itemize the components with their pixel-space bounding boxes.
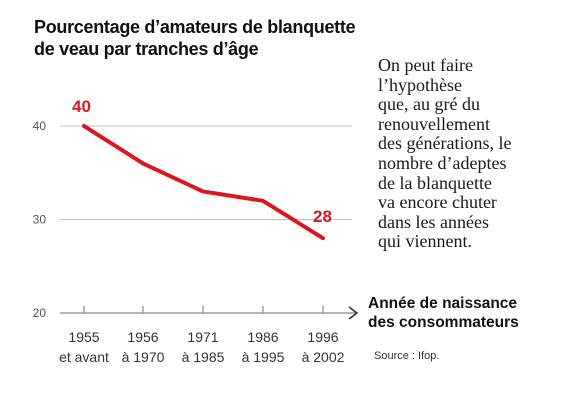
side-note-line: que, au gré du — [378, 94, 480, 115]
data-labels: 40 28 — [72, 97, 332, 226]
side-note-line: On peut faire — [378, 55, 473, 75]
series — [82, 124, 325, 241]
x-tick-label: à 1995 — [242, 349, 285, 365]
y-tick-labels: 20 30 40 — [33, 119, 47, 320]
series-line — [82, 124, 325, 241]
side-note-line: qui viennent. — [378, 231, 472, 252]
x-tick-label: 1955 — [68, 329, 99, 345]
side-note-line: des générations, le — [378, 133, 512, 154]
y-tick-label: 30 — [33, 213, 47, 227]
x-tick-label: à 1970 — [122, 349, 165, 365]
x-tick-label: 1971 — [187, 329, 218, 345]
y-tick-label: 20 — [33, 306, 47, 320]
x-axis-title: Année de naissance des consommateurs — [368, 295, 519, 331]
side-note-line: dans les années — [378, 211, 489, 232]
chart-title: Pourcentage d’amateurs de blanquette de … — [34, 16, 374, 60]
data-label-last: 28 — [313, 207, 332, 226]
x-axis — [60, 306, 359, 320]
x-tick-label: à 1985 — [182, 349, 225, 365]
side-note-line: l’hypothèse — [378, 74, 462, 95]
data-label-first: 40 — [72, 97, 91, 116]
side-note-line: renouvellement — [378, 113, 490, 134]
x-tick-labels: 1955 et avant 1956 à 1970 1971 à 1985 1986 à 19… — [59, 306, 345, 365]
x-tick-label: et avant — [59, 349, 109, 365]
source-note: Source : Ifop. — [374, 350, 440, 362]
chart-title-line-2: de veau par tranches d’âge — [34, 39, 259, 59]
x-tick-label: à 2002 — [302, 349, 345, 365]
x-tick-label: 1956 — [127, 329, 158, 345]
x-axis-title-line-1: Année de naissance — [368, 295, 517, 312]
x-tick-label: 1986 — [247, 329, 278, 345]
chart-title-line-1: Pourcentage d’amateurs de blanquette — [34, 17, 356, 37]
side-note-line: va encore chuter — [378, 192, 497, 213]
gridlines — [60, 125, 352, 220]
x-tick-label: 1996 — [307, 329, 338, 345]
y-tick-label: 40 — [33, 119, 47, 133]
side-note-line: nombre d’adeptes — [378, 152, 507, 173]
side-note: On peut faire l’hypothèse que, au gré du… — [378, 55, 568, 252]
x-axis-title-line-2: des consommateurs — [368, 314, 519, 331]
x-axis-arrow-icon — [348, 306, 359, 320]
side-note-line: de la blanquette — [378, 172, 492, 193]
